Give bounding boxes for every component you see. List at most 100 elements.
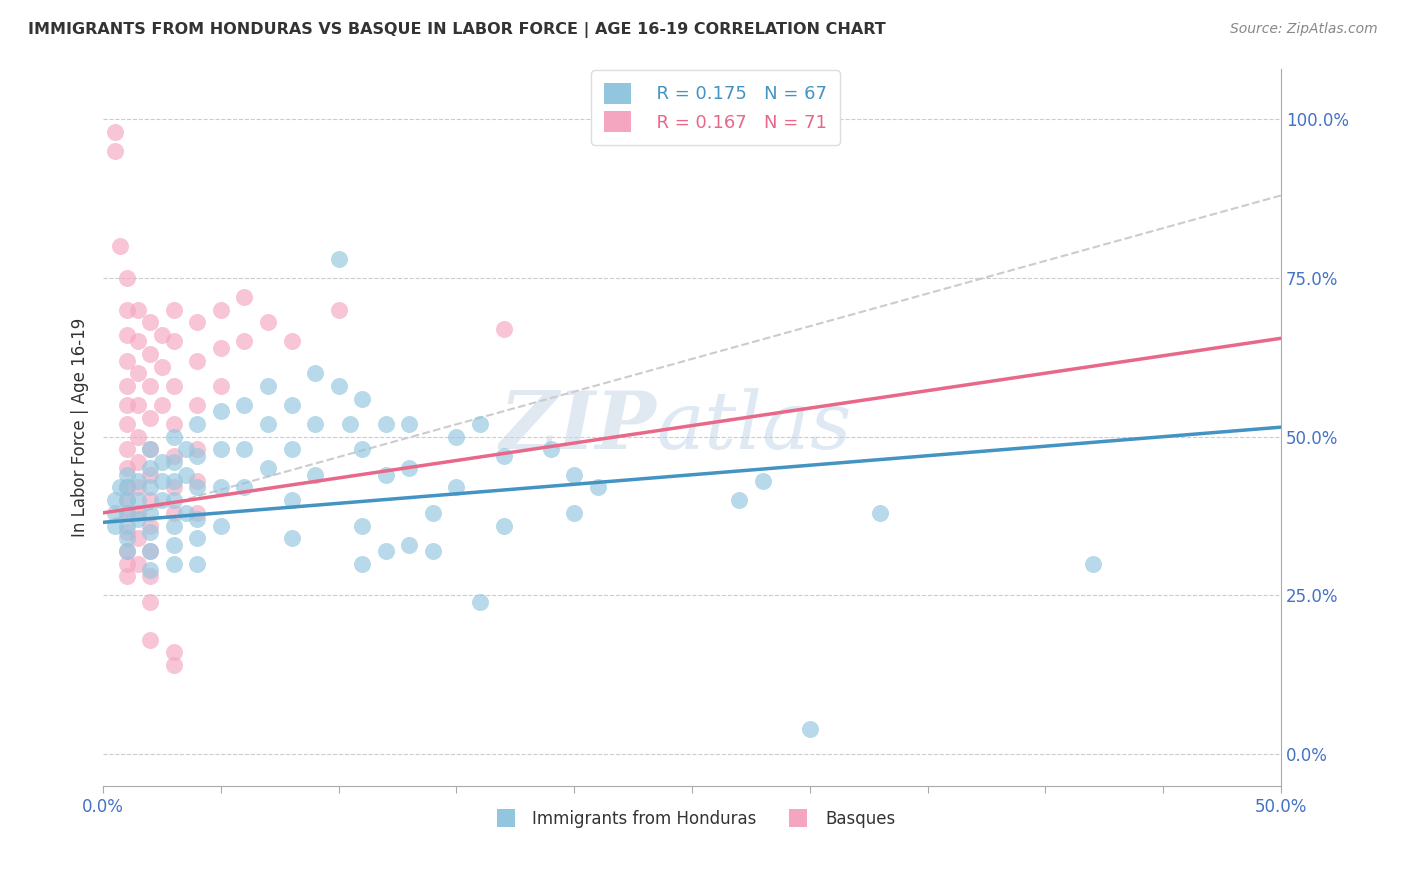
Point (328, 302, 350, 317)
Point (115, 417, 138, 431)
Point (468, 417, 491, 431)
Point (108, 480, 131, 494)
Point (422, 544, 444, 558)
Point (127, 480, 149, 494)
Point (163, 449, 186, 463)
Point (115, 557, 138, 571)
Point (115, 461, 138, 475)
Point (108, 239, 131, 253)
Point (163, 658, 186, 673)
Point (209, 302, 232, 317)
Point (186, 557, 208, 571)
Point (280, 398, 302, 412)
Point (115, 531, 138, 545)
Point (540, 442, 562, 457)
Point (104, 144, 127, 158)
Point (150, 474, 173, 488)
Point (127, 493, 149, 508)
Point (115, 379, 138, 393)
Point (150, 328, 173, 343)
Point (186, 449, 208, 463)
Point (174, 442, 197, 457)
Point (127, 455, 149, 469)
Point (150, 455, 173, 469)
Point (163, 518, 186, 533)
Point (139, 518, 162, 533)
Point (280, 531, 302, 545)
Point (139, 410, 162, 425)
Point (115, 353, 138, 368)
Point (186, 315, 208, 329)
Point (150, 398, 173, 412)
Point (163, 417, 186, 431)
Point (139, 544, 162, 558)
Point (374, 467, 396, 482)
Point (115, 544, 138, 558)
Point (174, 467, 197, 482)
Point (163, 645, 186, 659)
Point (257, 461, 280, 475)
Point (186, 531, 208, 545)
Point (127, 531, 149, 545)
Text: atlas: atlas (657, 388, 852, 466)
Point (280, 442, 302, 457)
Point (186, 417, 208, 431)
Point (328, 379, 350, 393)
Point (280, 493, 302, 508)
Point (115, 518, 138, 533)
Point (127, 430, 149, 444)
Point (115, 467, 138, 482)
Point (374, 544, 396, 558)
Point (352, 442, 374, 457)
Point (257, 379, 280, 393)
Point (492, 449, 515, 463)
Point (127, 512, 149, 526)
Point (352, 557, 374, 571)
Point (1081, 557, 1104, 571)
Point (139, 544, 162, 558)
Point (127, 398, 149, 412)
Point (492, 322, 515, 336)
Point (115, 398, 138, 412)
Point (468, 595, 491, 609)
Point (562, 506, 585, 520)
Point (139, 480, 162, 494)
Point (139, 506, 162, 520)
Point (163, 538, 186, 552)
Point (233, 480, 256, 494)
Point (233, 334, 256, 349)
Point (139, 347, 162, 361)
Point (163, 474, 186, 488)
Point (115, 442, 138, 457)
Point (115, 493, 138, 508)
Point (280, 334, 302, 349)
Point (209, 404, 232, 418)
Point (127, 506, 149, 520)
Y-axis label: In Labor Force | Age 16-19: In Labor Force | Age 16-19 (72, 318, 89, 537)
Point (139, 379, 162, 393)
Point (398, 538, 420, 552)
Point (163, 557, 186, 571)
Point (869, 506, 891, 520)
Point (115, 480, 138, 494)
Point (751, 474, 773, 488)
Point (174, 506, 197, 520)
Point (186, 480, 208, 494)
Point (104, 506, 127, 520)
Point (209, 442, 232, 457)
Text: Source: ZipAtlas.com: Source: ZipAtlas.com (1230, 22, 1378, 37)
Point (127, 302, 149, 317)
Point (163, 480, 186, 494)
Point (115, 328, 138, 343)
Point (209, 379, 232, 393)
Point (446, 480, 468, 494)
Point (586, 480, 609, 494)
Point (352, 518, 374, 533)
Point (115, 271, 138, 285)
Point (127, 334, 149, 349)
Point (115, 480, 138, 494)
Point (209, 341, 232, 355)
Point (127, 366, 149, 380)
Point (139, 563, 162, 577)
Legend: Immigrants from Honduras, Basques: Immigrants from Honduras, Basques (482, 804, 901, 835)
